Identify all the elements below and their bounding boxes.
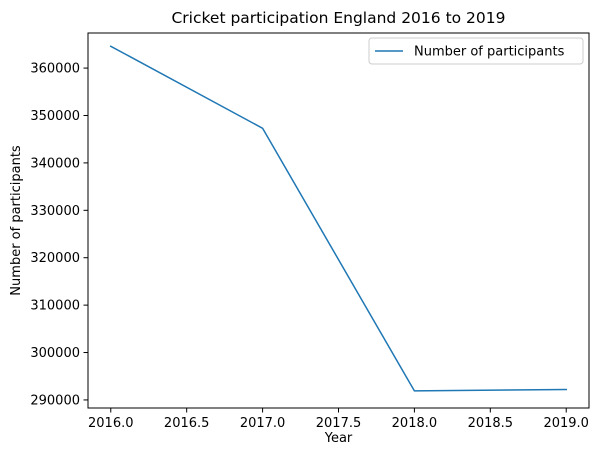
x-axis: 2016.0 2016.5 2017.0 2017.5 2018.0 2018.5 2019… — [88, 408, 589, 431]
x-tick-label: 2016.5 — [164, 416, 210, 431]
legend-label: Number of participants — [414, 45, 565, 60]
y-tick-label: 300000 — [30, 346, 80, 361]
y-tick-label: 290000 — [30, 393, 80, 408]
y-tick-label: 310000 — [30, 299, 80, 314]
x-tick-label: 2016.0 — [88, 416, 134, 431]
y-tick-label: 330000 — [30, 204, 80, 219]
x-tick-label: 2018.0 — [392, 416, 438, 431]
legend-box — [368, 37, 584, 65]
y-axis: 290000 300000 310000 320000 330000 340000 3500… — [30, 62, 88, 408]
plot-area — [87, 32, 590, 409]
y-tick-label: 360000 — [30, 62, 80, 77]
x-axis-label: Year — [324, 431, 353, 446]
chart-title: Cricket participation England 2016 to 20… — [171, 9, 505, 27]
y-tick-label: 350000 — [30, 109, 80, 124]
y-tick-label: 320000 — [30, 251, 80, 266]
legend: Number of participants — [368, 37, 584, 65]
x-tick-label: 2017.0 — [240, 416, 286, 431]
y-axis-label: Number of participants — [9, 145, 24, 296]
x-tick-label: 2017.5 — [316, 416, 362, 431]
x-tick-label: 2019.0 — [543, 416, 589, 431]
series-layer — [109, 45, 567, 392]
y-tick-label: 340000 — [30, 156, 80, 171]
series-line — [109, 45, 567, 392]
x-tick-label: 2018.5 — [468, 416, 514, 431]
